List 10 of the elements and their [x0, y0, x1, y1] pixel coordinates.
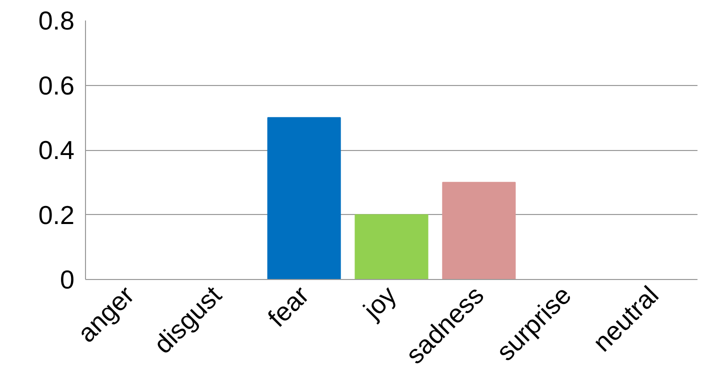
y-tick-label: 0.8 [38, 6, 75, 36]
x-tick-label: joy [356, 280, 402, 326]
bar [267, 117, 341, 280]
y-tick-label: 0.6 [38, 70, 75, 100]
y-tick-label: 0 [60, 264, 75, 294]
bar [442, 182, 516, 280]
bar [354, 214, 428, 280]
y-tick-label: 0.4 [38, 135, 75, 165]
y-tick-label: 0.2 [38, 200, 75, 230]
x-tick-label: fear [262, 280, 315, 333]
